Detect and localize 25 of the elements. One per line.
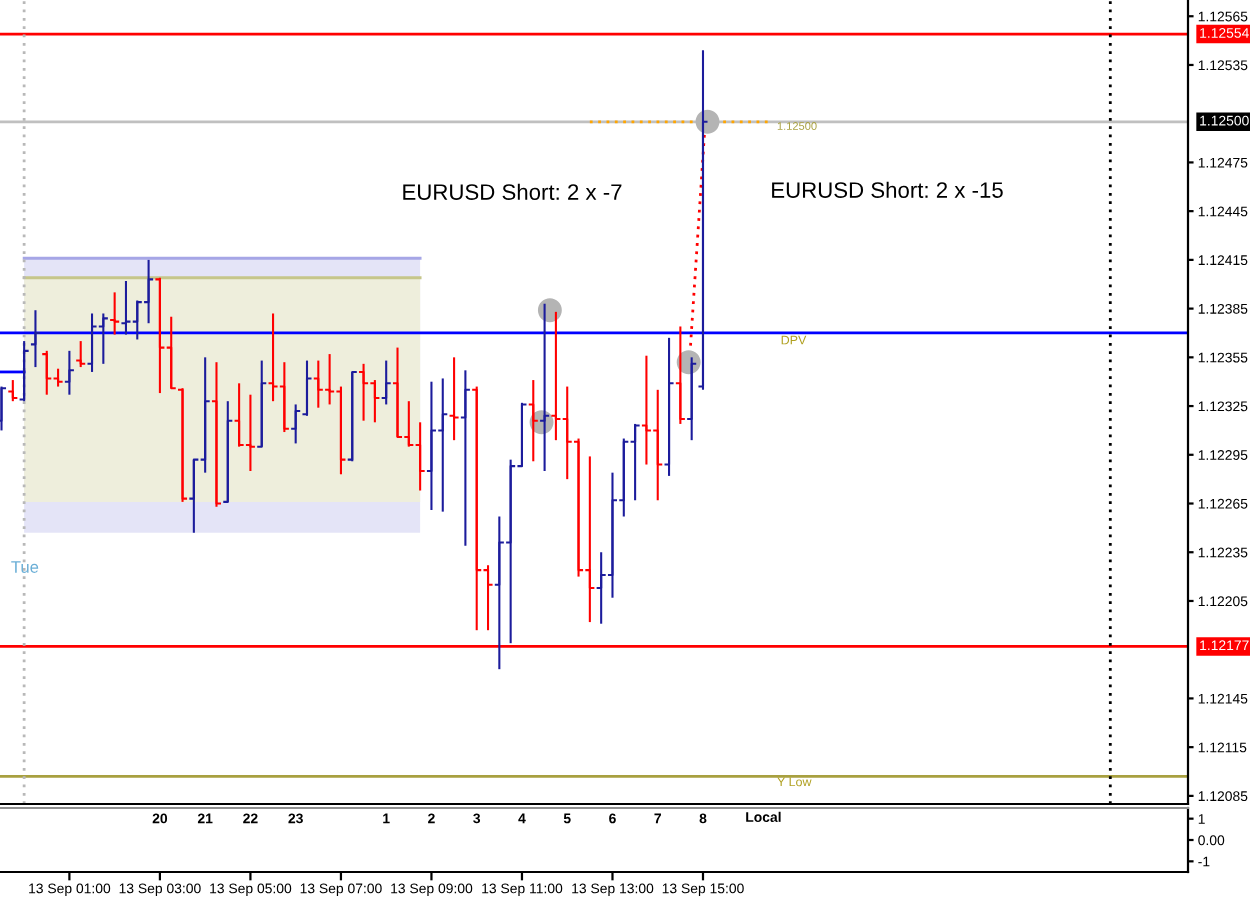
annotation: EURUSD Short: 2 x -7 [403, 183, 622, 200]
candlestick [75, 340, 87, 369]
candlestick [7, 379, 19, 403]
candlestick [63, 349, 75, 396]
annotation: EURUSD Short: 2 x -15 [772, 181, 1003, 198]
annotation: Tue [11, 561, 39, 573]
candlestick [346, 370, 358, 463]
candlestick [109, 291, 121, 336]
candlestick [210, 361, 223, 508]
candlestick [301, 359, 313, 417]
candlestick [256, 359, 268, 448]
candlestick [686, 356, 698, 442]
candlestick [674, 325, 686, 425]
candlestick [380, 359, 392, 406]
candlestick [290, 403, 302, 445]
candlestick [176, 387, 189, 503]
candlestick [448, 356, 460, 442]
candlestick [539, 302, 551, 473]
candlestick [459, 369, 471, 547]
candlestick [222, 400, 234, 503]
candlestick [697, 49, 709, 391]
candlestick [527, 379, 539, 463]
candlestick [18, 340, 30, 403]
candlestick [663, 336, 675, 477]
candlestick [29, 309, 42, 369]
